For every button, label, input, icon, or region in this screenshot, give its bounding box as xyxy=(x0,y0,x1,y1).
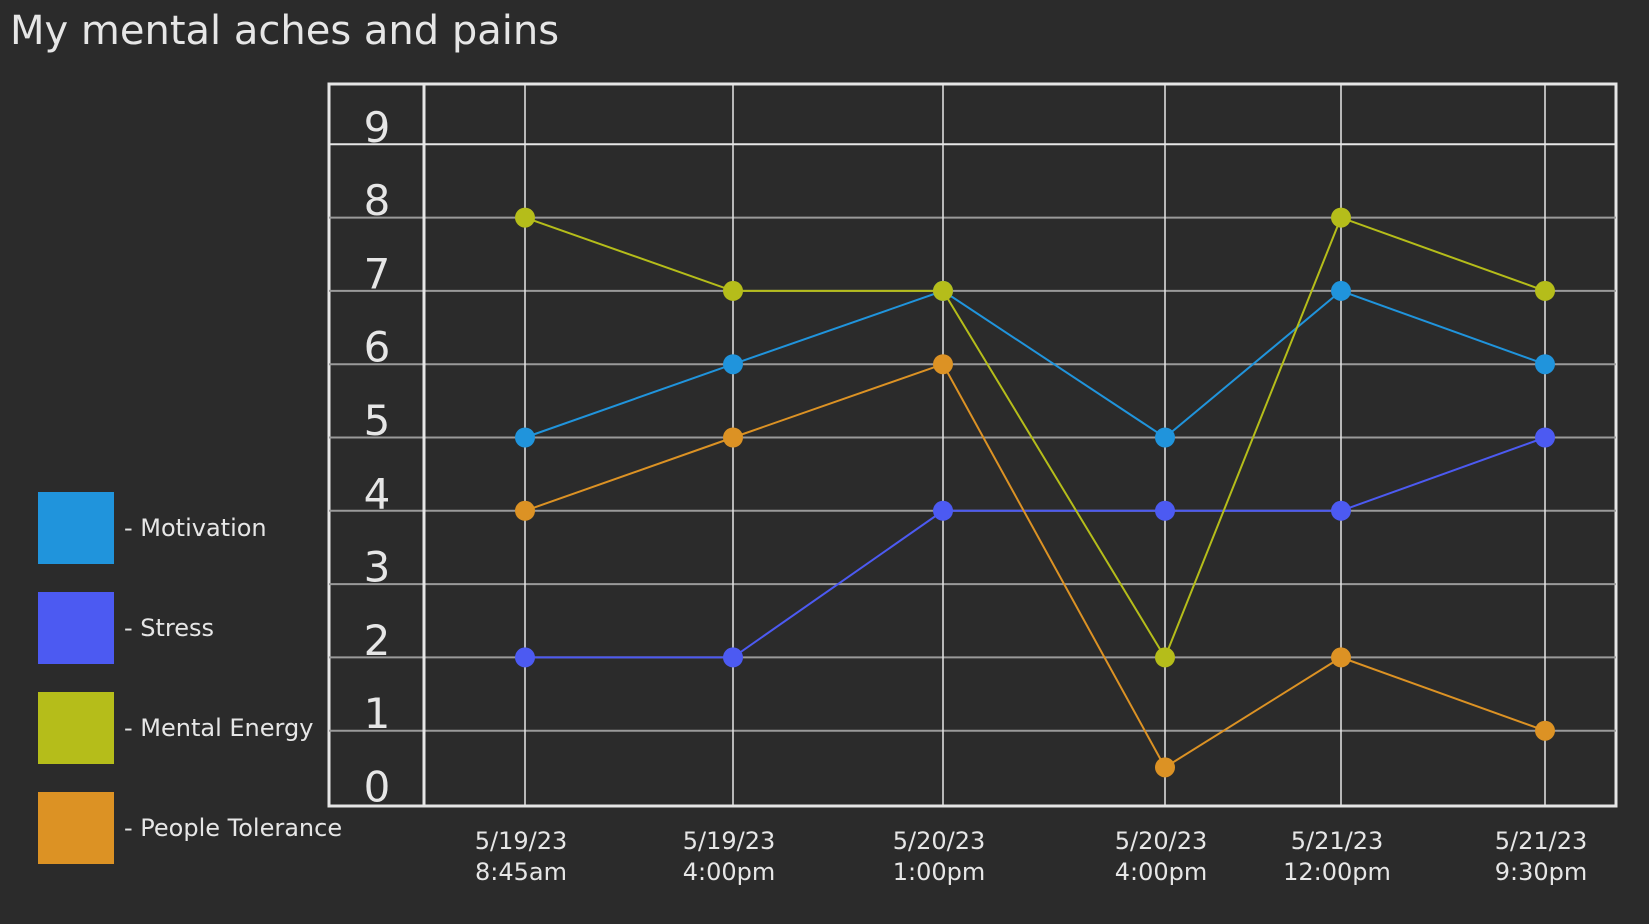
data-point-people-tolerance xyxy=(723,427,743,448)
data-point-mental-energy xyxy=(933,280,953,301)
data-point-stress xyxy=(1535,427,1555,448)
y-tick-label: 5 xyxy=(364,396,391,445)
data-point-stress xyxy=(933,500,953,521)
data-point-motivation xyxy=(723,354,743,375)
data-point-stress xyxy=(1331,500,1351,521)
chart-title: My mental aches and pains xyxy=(10,8,560,54)
data-point-people-tolerance xyxy=(1155,757,1175,778)
legend-label-mental-energy: - Mental Energy xyxy=(124,714,314,742)
legend-swatch-people-tolerance xyxy=(38,792,114,864)
data-point-people-tolerance xyxy=(515,500,535,521)
x-tick-label: 5/19/23 8:45am xyxy=(475,827,568,886)
x-tick-label: 5/21/23 9:30pm xyxy=(1495,827,1588,886)
legend-label-motivation: - Motivation xyxy=(124,514,267,542)
data-point-mental-energy xyxy=(515,207,535,228)
plot-frame xyxy=(327,82,1618,808)
x-tick-label: 5/19/23 4:00pm xyxy=(683,827,776,886)
y-tick-label: 9 xyxy=(364,103,391,152)
y-tick-label: 3 xyxy=(364,543,391,592)
series-line-mental-energy xyxy=(524,216,1546,660)
y-tick-label: 7 xyxy=(364,249,391,298)
y-tick-label: 4 xyxy=(364,469,391,518)
data-point-stress xyxy=(1155,500,1175,521)
series-line-people-tolerance xyxy=(524,362,1546,769)
data-point-stress xyxy=(723,647,743,668)
y-tick-label: 8 xyxy=(364,176,391,225)
data-point-mental-energy xyxy=(1331,207,1351,228)
series-line-motivation xyxy=(524,289,1546,439)
y-tick-label: 6 xyxy=(364,323,391,372)
data-point-people-tolerance xyxy=(1535,720,1555,741)
data-point-motivation xyxy=(1331,280,1351,301)
y-tick-label: 1 xyxy=(364,689,391,738)
legend-label-people-tolerance: - People Tolerance xyxy=(124,814,343,842)
x-tick-label: 5/20/23 1:00pm xyxy=(893,827,986,886)
data-point-mental-energy xyxy=(1155,647,1175,668)
data-point-people-tolerance xyxy=(933,354,953,375)
data-point-mental-energy xyxy=(723,280,743,301)
x-tick-label: 5/21/23 12:00pm xyxy=(1283,827,1391,886)
data-point-stress xyxy=(515,647,535,668)
data-point-mental-energy xyxy=(1535,280,1555,301)
x-tick-label: 5/20/23 4:00pm xyxy=(1115,827,1208,886)
y-tick-label: 0 xyxy=(364,763,391,812)
legend-swatch-mental-energy xyxy=(38,692,114,764)
data-point-motivation xyxy=(1535,354,1555,375)
data-point-motivation xyxy=(1155,427,1175,448)
legend-label-stress: - Stress xyxy=(124,614,215,642)
legend-swatch-motivation xyxy=(38,492,114,564)
data-point-people-tolerance xyxy=(1331,647,1351,668)
legend-swatch-stress xyxy=(38,592,114,664)
data-point-motivation xyxy=(515,427,535,448)
series-line-stress xyxy=(525,436,1546,659)
y-tick-label: 2 xyxy=(364,616,391,665)
